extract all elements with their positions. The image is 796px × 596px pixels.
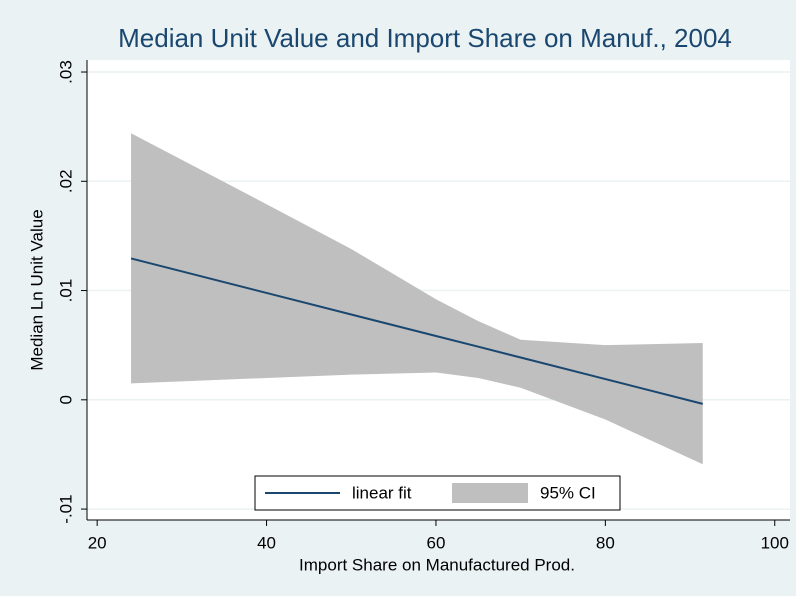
- fit-line: [130, 257, 704, 405]
- y-axis-title: Median Ln Unit Value: [27, 209, 46, 370]
- legend-label: linear fit: [352, 483, 412, 502]
- x-axis-title: Import Share on Manufactured Prod.: [299, 555, 575, 574]
- x-tick-label: 20: [88, 533, 107, 552]
- x-tick-label: 80: [596, 533, 615, 552]
- y-tick-label: .03: [56, 60, 75, 84]
- y-tick-label: .01: [56, 279, 75, 303]
- legend-swatch: [452, 483, 528, 503]
- y-tick-label: -.01: [56, 494, 75, 523]
- x-tick-label: 100: [761, 533, 789, 552]
- chart-title: Median Unit Value and Import Share on Ma…: [118, 23, 732, 53]
- y-tick-label: 0: [56, 395, 75, 404]
- legend-label: 95% CI: [540, 483, 596, 502]
- ci-band: [131, 133, 703, 465]
- y-tick-label: .02: [56, 169, 75, 193]
- x-tick-label: 60: [426, 533, 445, 552]
- x-tick-label: 40: [257, 533, 276, 552]
